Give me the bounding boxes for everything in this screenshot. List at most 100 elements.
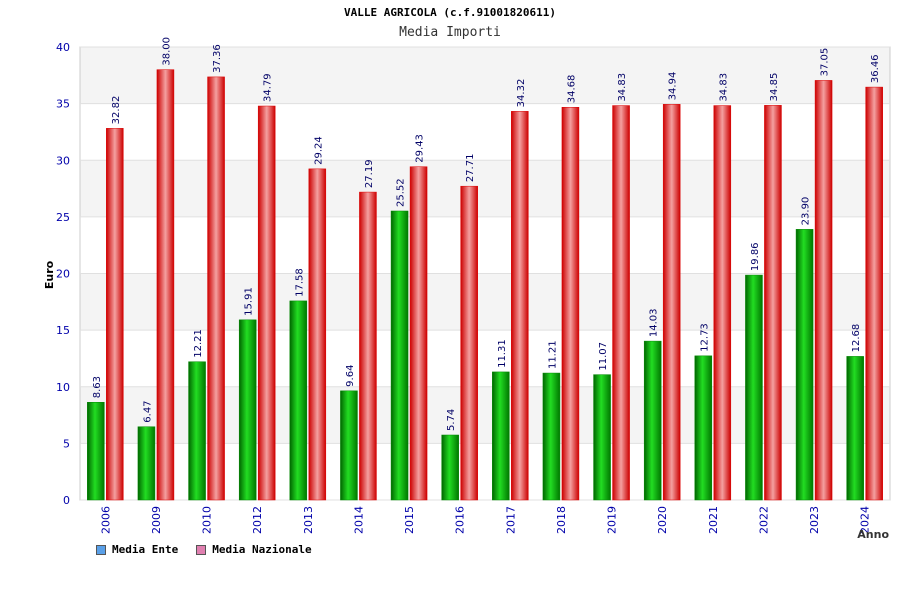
bar-media-nazionale (713, 105, 732, 501)
x-tick-label: 2014 (352, 506, 365, 534)
chart-subtitle: Media Importi (399, 25, 501, 40)
x-tick-label: 2024 (859, 506, 872, 534)
y-tick-label: 30 (56, 154, 70, 167)
y-axis-label: Euro (43, 260, 56, 289)
bar-value-label: 36.46 (870, 54, 881, 83)
bar-value-label: 34.68 (566, 75, 577, 104)
bar-media-nazionale (814, 80, 833, 501)
legend: Media Ente Media Nazionale (96, 543, 312, 556)
x-axis-ticks: 2006 2009 2010 2012 2013 2014 2015 2016 2017 2018… (99, 506, 871, 534)
bar-value-label: 19.86 (750, 242, 761, 271)
legend-label-media-nazionale: Media Nazionale (212, 543, 312, 556)
y-tick-label: 20 (56, 268, 70, 281)
legend-label-media-ente: Media Ente (112, 543, 179, 556)
bar-value-label: 37.05 (820, 48, 831, 77)
bar-value-label: 23.90 (801, 197, 812, 226)
chart-title: VALLE AGRICOLA (c.f.91001820611) (344, 6, 556, 19)
bar-value-label: 34.94 (668, 72, 679, 101)
x-tick-label: 2020 (656, 506, 669, 534)
x-axis-label: Anno (857, 528, 889, 541)
bar-media-nazionale (764, 105, 782, 501)
x-tick-label: 2006 (99, 506, 112, 534)
x-tick-label: 2022 (757, 506, 770, 534)
bar-value-label: 29.43 (415, 134, 426, 163)
bar-value-label: 27.19 (364, 159, 375, 188)
x-tick-label: 2010 (201, 506, 214, 534)
bar-value-label: 32.82 (111, 96, 122, 125)
bar-value-label: 34.79 (263, 73, 274, 102)
bar-media-ente (846, 356, 864, 501)
y-tick-label: 0 (63, 494, 70, 507)
bar-value-label: 15.91 (244, 287, 255, 316)
bar-media-ente (542, 372, 561, 501)
bar-value-label: 27.71 (465, 154, 476, 183)
y-tick-label: 15 (56, 324, 70, 337)
bar-media-nazionale (561, 106, 580, 501)
bar-value-label: 12.21 (193, 329, 204, 358)
bar-value-label: 11.07 (598, 342, 609, 371)
x-tick-label: 2023 (808, 506, 821, 534)
bar-media-nazionale (865, 86, 883, 501)
x-tick-label: 2016 (454, 506, 467, 534)
bar-value-label: 14.03 (649, 308, 660, 337)
x-tick-label: 2013 (302, 506, 315, 534)
bar-media-nazionale (409, 166, 428, 501)
bar-media-ente (745, 274, 763, 501)
bar-value-label: 12.68 (851, 324, 862, 353)
bars-group (87, 69, 883, 501)
x-tick-label: 2012 (251, 506, 264, 534)
bar-media-ente (492, 371, 510, 501)
x-tick-label: 2009 (150, 506, 163, 534)
bar-media-nazionale (207, 76, 225, 501)
legend-swatch-media-nazionale (196, 544, 207, 555)
bar-value-label: 6.47 (142, 400, 153, 422)
bar-media-ente (390, 210, 409, 501)
x-tick-label: 2017 (504, 506, 517, 534)
bar-value-label: 34.83 (617, 73, 628, 102)
bar-media-ente (643, 340, 662, 501)
bar-value-label: 9.64 (345, 365, 356, 387)
bar-media-ente (593, 374, 611, 501)
bar-media-nazionale (511, 111, 529, 501)
x-tick-label: 2019 (606, 506, 619, 534)
bar-media-ente (340, 390, 358, 501)
y-tick-label: 5 (63, 437, 70, 450)
y-tick-label: 35 (56, 98, 70, 111)
bar-media-ente (188, 361, 206, 501)
bar-value-label: 11.21 (547, 340, 558, 369)
bar-media-ente (694, 355, 713, 501)
bar-media-ente (289, 300, 308, 501)
bar-media-nazionale (308, 168, 327, 501)
legend-item-media-ente: Media Ente (96, 543, 178, 556)
bar-media-ente (441, 434, 459, 501)
bar-media-ente (238, 319, 257, 501)
bar-value-label: 11.31 (497, 339, 508, 368)
bar-media-nazionale (359, 191, 377, 501)
bar-value-label: 34.83 (718, 73, 729, 102)
bar-value-label: 8.63 (92, 376, 103, 398)
y-tick-label: 10 (56, 381, 70, 394)
y-tick-label: 40 (56, 41, 70, 54)
y-axis-ticks: 0 5 10 15 20 25 30 35 40 (56, 41, 70, 507)
legend-item-media-nazionale: Media Nazionale (196, 543, 312, 556)
bar-value-label: 34.85 (769, 73, 780, 102)
bar-media-ente (795, 229, 814, 501)
bar-labels-group: 8.63 32.82 6.47 38.00 12.21 37.36 15.91 34.79 17… (92, 37, 881, 431)
bar-value-label: 34.32 (516, 79, 527, 108)
bar-value-label: 5.74 (446, 409, 457, 431)
x-tick-label: 2021 (707, 506, 720, 534)
bar-media-ente (87, 402, 105, 501)
bar-media-nazionale (106, 128, 124, 501)
bar-media-nazionale (612, 105, 630, 501)
x-tick-label: 2018 (555, 506, 568, 534)
y-tick-label: 25 (56, 211, 70, 224)
bar-media-nazionale (156, 69, 175, 501)
bar-media-nazionale (460, 185, 478, 501)
bar-value-label: 38.00 (161, 37, 172, 66)
bar-media-nazionale (257, 105, 276, 501)
bar-value-label: 25.52 (396, 178, 407, 207)
bar-media-ente (137, 426, 156, 501)
bar-value-label: 12.73 (699, 323, 710, 352)
bar-value-label: 37.36 (212, 44, 223, 73)
